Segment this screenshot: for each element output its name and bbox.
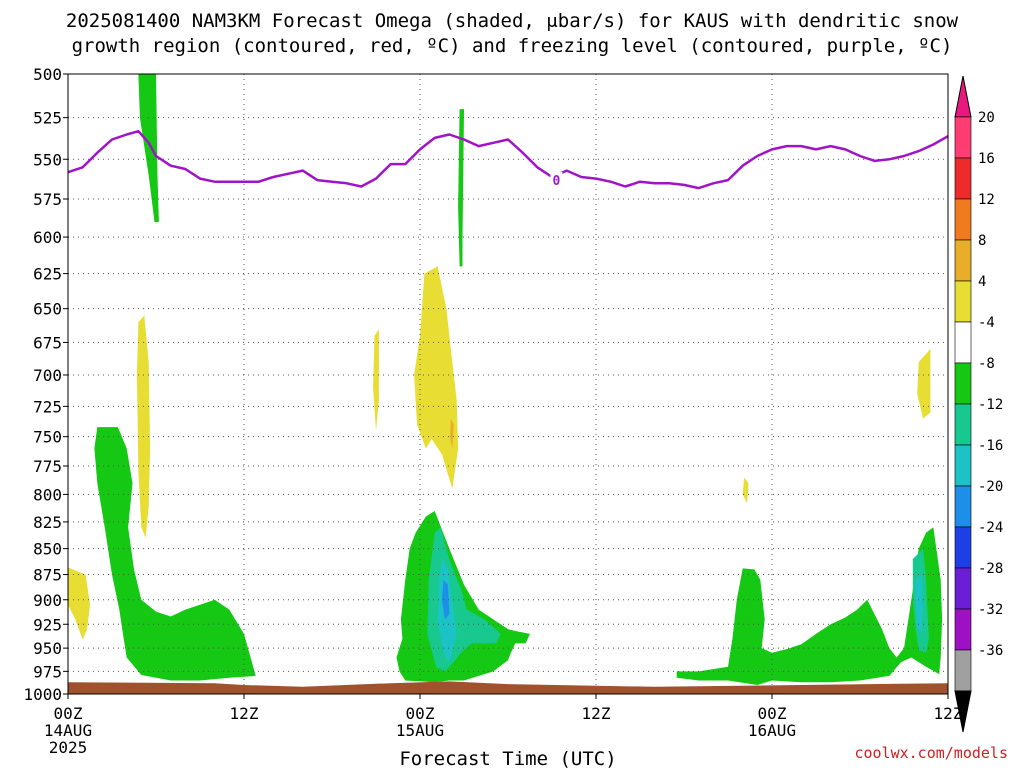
y-tick-label-850: 850 bbox=[33, 540, 62, 559]
colorbar-bottom-arrow bbox=[954, 690, 972, 733]
x-tick-label-48-0: 00Z bbox=[758, 704, 787, 723]
omega-region-6 bbox=[917, 349, 931, 419]
colorbar-bin-0 bbox=[954, 116, 972, 159]
colorbar-bin-4 bbox=[954, 280, 972, 323]
omega-region-14 bbox=[442, 579, 450, 620]
omega-region-4 bbox=[450, 418, 454, 449]
y-tick-label-625: 625 bbox=[33, 265, 62, 284]
freezing-level-label-bg bbox=[550, 172, 563, 188]
y-tick-label-875: 875 bbox=[33, 566, 62, 585]
x-tick-label-12-0: 12Z bbox=[230, 704, 259, 723]
x-tick-label-0-2: 2025 bbox=[49, 738, 88, 757]
x-tick-label-60-0: 12Z bbox=[934, 704, 963, 723]
surface-fill-area bbox=[68, 681, 948, 694]
x-tick-label-24-0: 00Z bbox=[406, 704, 435, 723]
omega-region-1 bbox=[136, 315, 151, 538]
omega-region-11 bbox=[676, 527, 943, 685]
omega-shaded-regions bbox=[68, 74, 943, 685]
omega-region-3 bbox=[414, 266, 459, 489]
x-axis-label: Forecast Time (UTC) bbox=[399, 748, 616, 768]
y-tick-label-525: 525 bbox=[33, 109, 62, 128]
y-tick-label-900: 900 bbox=[33, 591, 62, 610]
colorbar-bin-7 bbox=[954, 403, 972, 446]
y-tick-label-950: 950 bbox=[33, 639, 62, 658]
y-tick-label-500: 500 bbox=[33, 65, 62, 84]
colorbar-bin-10 bbox=[954, 526, 972, 569]
credit-label: coolwx.com/models bbox=[854, 744, 1008, 762]
colorbar-bin-5 bbox=[954, 321, 972, 364]
y-tick-label-700: 700 bbox=[33, 366, 62, 385]
plot-frame bbox=[67, 73, 949, 695]
x-tick-label-0-1: 14AUG bbox=[44, 721, 92, 740]
colorbar-bin-3 bbox=[954, 239, 972, 282]
x-tick-label-48-1: 16AUG bbox=[748, 721, 796, 740]
omega-region-2 bbox=[373, 329, 379, 431]
y-tick-label-1000: 1000 bbox=[23, 685, 62, 704]
y-tick-label-575: 575 bbox=[33, 190, 62, 209]
y-tick-label-925: 925 bbox=[33, 615, 62, 634]
freezing-level-label: 0 bbox=[552, 174, 560, 189]
omega-region-7 bbox=[138, 74, 159, 222]
omega-region-5 bbox=[742, 477, 749, 504]
omega-colorbar: 20 16 12 8 4 -4 -8 -12 -16 -20 -24 -28 -32 -36 bbox=[954, 75, 1003, 733]
colorbar-label-12: -32 bbox=[978, 602, 1003, 618]
colorbar-bin-12 bbox=[954, 608, 972, 651]
chart-title-line-1: 2025081400 NAM3KM Forecast Omega (shaded… bbox=[66, 10, 959, 32]
grid-lines bbox=[68, 74, 948, 694]
x-tick-label-36-0: 12Z bbox=[582, 704, 611, 723]
colorbar-bin-1 bbox=[954, 157, 972, 200]
y-tick-label-800: 800 bbox=[33, 485, 62, 504]
colorbar-bin-2 bbox=[954, 198, 972, 241]
chart-title-line-2: growth region (contoured, red, ºC) and f… bbox=[72, 35, 953, 57]
colorbar-bin-11 bbox=[954, 567, 972, 610]
colorbar-bin-8 bbox=[954, 444, 972, 487]
colorbar-label-1: 16 bbox=[978, 151, 995, 167]
y-tick-label-600: 600 bbox=[33, 228, 62, 247]
y-tick-label-550: 550 bbox=[33, 150, 62, 169]
colorbar-label-5: -4 bbox=[978, 315, 995, 331]
y-tick-label-725: 725 bbox=[33, 397, 62, 416]
omega-region-0 bbox=[68, 567, 90, 640]
y-tick-label-825: 825 bbox=[33, 513, 62, 532]
x-tick-label-24-1: 15AUG bbox=[396, 721, 444, 740]
colorbar-label-8: -16 bbox=[978, 438, 1003, 454]
colorbar-label-13: -36 bbox=[978, 643, 1003, 659]
pressure-axis: 500 525 550 575 600 625 650 675 700 725 750 775 800 8… bbox=[23, 65, 68, 704]
omega-region-8 bbox=[458, 109, 464, 267]
y-tick-label-675: 675 bbox=[33, 333, 62, 352]
freezing-level-contour: 0 bbox=[67, 129, 949, 190]
colorbar-bin-6 bbox=[954, 362, 972, 405]
colorbar-label-2: 12 bbox=[978, 192, 995, 208]
colorbar-bin-13 bbox=[954, 649, 972, 692]
x-tick-label-0-0: 00Z bbox=[54, 704, 83, 723]
y-tick-label-750: 750 bbox=[33, 428, 62, 447]
colorbar-bin-9 bbox=[954, 485, 972, 528]
colorbar-label-4: 4 bbox=[978, 274, 986, 290]
freezing-level-line bbox=[67, 129, 949, 190]
colorbar-label-0: 20 bbox=[978, 110, 995, 126]
colorbar-label-11: -28 bbox=[978, 561, 1003, 577]
colorbar-label-6: -8 bbox=[978, 356, 995, 372]
colorbar-label-9: -20 bbox=[978, 479, 1003, 495]
omega-region-16 bbox=[915, 574, 924, 634]
y-tick-label-975: 975 bbox=[33, 662, 62, 681]
colorbar-label-3: 8 bbox=[978, 233, 986, 249]
colorbar-label-10: -24 bbox=[978, 520, 1003, 536]
terrain-surface bbox=[68, 681, 948, 694]
y-tick-label-775: 775 bbox=[33, 457, 62, 476]
colorbar-label-7: -12 bbox=[978, 397, 1003, 413]
omega-region-9 bbox=[94, 427, 256, 681]
y-tick-label-650: 650 bbox=[33, 300, 62, 319]
